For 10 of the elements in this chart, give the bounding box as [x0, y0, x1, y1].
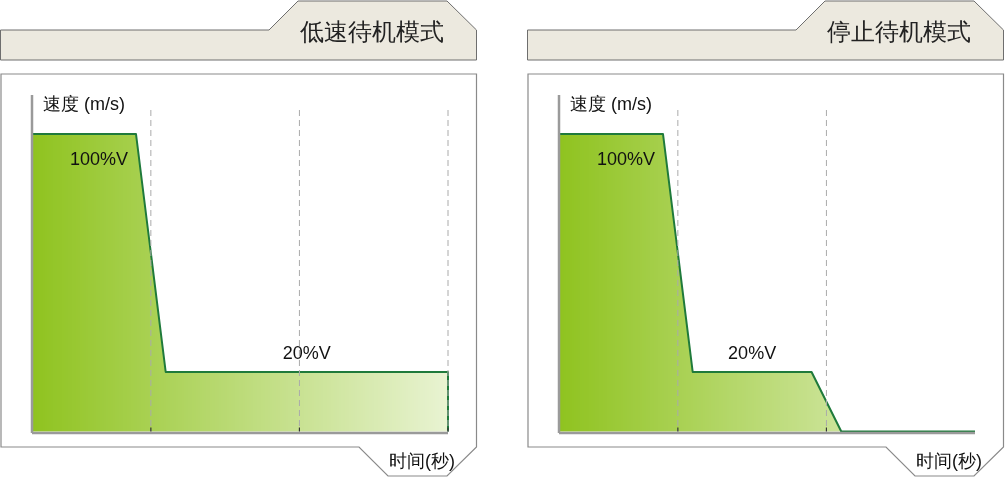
annotation: 100%V — [596, 149, 655, 169]
y-axis-title: 速度 (m/s) — [570, 94, 652, 114]
x-axis-title: 时间(秒) — [389, 451, 455, 471]
y-axis-title: 速度 (m/s) — [43, 94, 125, 114]
chart-title: 停止待机模式 — [827, 17, 971, 45]
annotation: 100%V — [69, 149, 128, 169]
annotation: 20%V — [282, 343, 331, 363]
x-axis-title: 时间(秒) — [916, 451, 982, 471]
annotation: 20%V — [728, 343, 777, 363]
chart-title: 低速待机模式 — [300, 17, 444, 45]
